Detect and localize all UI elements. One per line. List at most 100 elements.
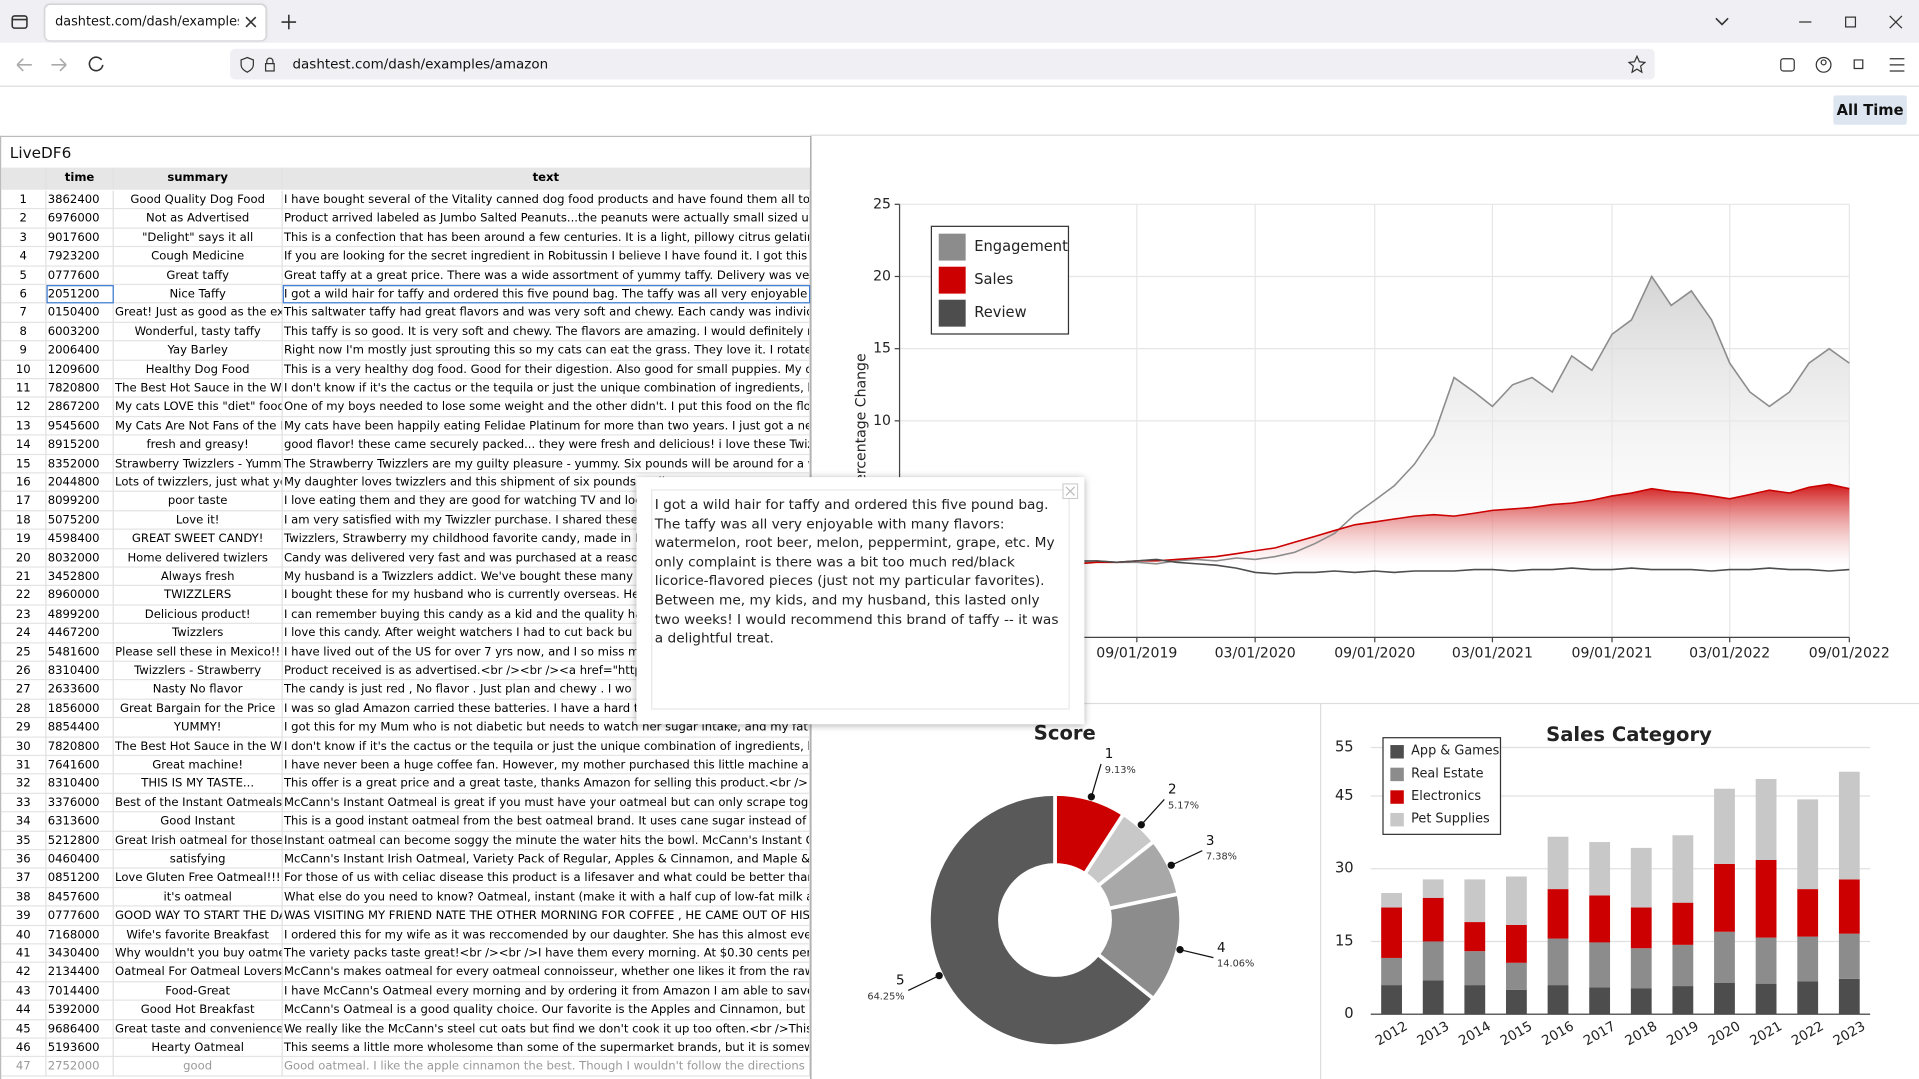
text-cell[interactable]: The Strawberry Twizzlers are my guilty p…	[283, 454, 811, 474]
bar-segment[interactable]	[1589, 895, 1611, 943]
table-row[interactable]: 16 2044800 Lots of twizzlers, just what yo…	[1, 473, 811, 493]
row-index[interactable]: 41	[1, 944, 47, 964]
time-cell[interactable]: 5392000	[47, 1000, 114, 1020]
row-index[interactable]: 6	[1, 285, 47, 304]
row-index[interactable]: 32	[1, 774, 47, 794]
table-row[interactable]: 43 7014400 Food-Great I have McCann's Oatme…	[1, 982, 811, 1001]
table-row[interactable]: 19 4598400 GREAT SWEET CANDY! Twizzlers, St…	[1, 529, 811, 549]
row-index[interactable]: 33	[1, 793, 47, 813]
summary-cell[interactable]: GOOD WAY TO START THE DAY	[114, 906, 283, 926]
legend-label[interactable]: App & Games	[1411, 744, 1499, 759]
row-index[interactable]: 19	[1, 529, 47, 549]
legend-label[interactable]: Electronics	[1411, 789, 1481, 804]
time-cell[interactable]: 7014400	[47, 982, 114, 1001]
table-row[interactable]: 42 2134400 Oatmeal For Oatmeal Lovers McCan…	[1, 963, 811, 983]
row-index[interactable]: 10	[1, 360, 47, 380]
bar-segment[interactable]	[1797, 889, 1819, 937]
text-cell[interactable]: This is a good instant oatmeal from the …	[283, 812, 811, 832]
row-index[interactable]: 14	[1, 435, 47, 455]
table-row[interactable]: 40 7168000 Wife's favorite Breakfast I orde…	[1, 925, 811, 945]
text-cell[interactable]: Great taffy at a great price. There was …	[283, 266, 811, 286]
time-cell[interactable]: 8457600	[47, 887, 114, 907]
time-cell[interactable]: 0150400	[47, 303, 114, 323]
summary-cell[interactable]: satisfying	[114, 850, 283, 870]
summary-cell[interactable]: Twizzlers - Strawberry	[114, 661, 283, 681]
bar-segment[interactable]	[1381, 892, 1402, 908]
time-cell[interactable]: 2006400	[47, 341, 114, 361]
bar-segment[interactable]	[1422, 941, 1444, 981]
bar-segment[interactable]	[1755, 779, 1777, 860]
table-row[interactable]: 22 8960000 TWIZZLERS I bought these for my …	[1, 586, 811, 606]
summary-cell[interactable]: good	[114, 1057, 283, 1077]
table-row[interactable]: 47 2752000 good Good oatmeal. I like the ap…	[1, 1057, 811, 1077]
table-row[interactable]: 44 5392000 Good Hot Breakfast McCann's Oatm…	[1, 1000, 811, 1020]
bar-segment[interactable]	[1422, 897, 1444, 942]
text-cell[interactable]: McCann's Oatmeal is a good quality choic…	[283, 1000, 811, 1020]
time-cell[interactable]: 8352000	[47, 454, 114, 474]
table-row[interactable]: 32 8310400 THIS IS MY TASTE... This offer i…	[1, 774, 811, 794]
tab[interactable]: dashtest.com/dash/examples/amaz	[45, 4, 266, 41]
text-cell[interactable]: I have McCann's Oatmeal every morning an…	[283, 982, 811, 1001]
url-bar[interactable]: dashtest.com/dash/examples/amazon	[230, 48, 1655, 80]
summary-cell[interactable]: Good Hot Breakfast	[114, 1000, 283, 1020]
time-cell[interactable]: 5193600	[47, 1038, 114, 1058]
legend-label[interactable]: Review	[974, 304, 1026, 321]
time-cell[interactable]: 3430400	[47, 944, 114, 964]
bar-segment[interactable]	[1797, 799, 1819, 890]
time-cell[interactable]: 8854400	[47, 718, 114, 738]
summary-cell[interactable]: Love Gluten Free Oatmeal!!!	[114, 869, 283, 888]
table-row[interactable]: 37 0851200 Love Gluten Free Oatmeal!!! For …	[1, 869, 811, 888]
time-cell[interactable]: 9017600	[47, 228, 114, 248]
nav-buttons[interactable]	[12, 55, 110, 75]
legend-label[interactable]: Pet Supplies	[1411, 812, 1490, 827]
summary-cell[interactable]: Best of the Instant Oatmeals	[114, 793, 283, 813]
row-index[interactable]: 35	[1, 831, 47, 851]
summary-cell[interactable]: THIS IS MY TASTE...	[114, 774, 283, 794]
row-index[interactable]: 44	[1, 1000, 47, 1020]
table-row[interactable]: 35 5212800 Great Irish oatmeal for those i…	[1, 831, 811, 851]
text-cell[interactable]: I have bought several of the Vitality ca…	[283, 190, 811, 210]
time-cell[interactable]: 5481600	[47, 643, 114, 662]
row-index[interactable]: 11	[1, 379, 47, 399]
row-index[interactable]: 1	[1, 190, 47, 210]
time-cell[interactable]: 2051200	[46, 285, 114, 304]
table-row[interactable]: 9 2006400 Yay Barley Right now I'm mostly j…	[1, 341, 811, 361]
time-cell[interactable]: 0777600	[47, 266, 114, 286]
summary-cell[interactable]: poor taste	[114, 492, 283, 512]
bar-segment[interactable]	[1630, 948, 1652, 989]
tab-list-icon[interactable]	[10, 12, 30, 32]
summary-cell[interactable]: Good Quality Dog Food	[114, 190, 283, 210]
text-cell[interactable]: We really like the McCann's steel cut oa…	[283, 1019, 811, 1039]
bar-segment[interactable]	[1422, 879, 1444, 898]
table-row[interactable]: 31 7641600 Great machine! I have never been…	[1, 756, 811, 775]
time-cell[interactable]: 0777600	[47, 906, 114, 926]
bar-segment[interactable]	[1755, 983, 1777, 1015]
bar-segment[interactable]	[1464, 922, 1486, 952]
row-index[interactable]: 24	[1, 624, 47, 643]
row-index[interactable]: 2	[1, 209, 47, 229]
text-cell[interactable]: good flavor! these came securely packed.…	[283, 435, 811, 455]
bar-segment[interactable]	[1547, 889, 1569, 939]
bar-segment[interactable]	[1506, 989, 1527, 1015]
table-row[interactable]: 13 9545600 My Cats Are Not Fans of the Ne M…	[1, 416, 811, 436]
summary-cell[interactable]: Not as Advertised	[114, 209, 283, 229]
bar-segment[interactable]	[1381, 957, 1402, 986]
summary-cell[interactable]: "Delight" says it all	[114, 228, 283, 248]
column-header[interactable]: time	[46, 167, 114, 190]
summary-cell[interactable]: Delicious product!	[114, 605, 283, 625]
time-cell[interactable]: 2867200	[47, 398, 114, 417]
time-cell[interactable]: 4899200	[47, 605, 114, 625]
row-index[interactable]: 8	[1, 322, 47, 342]
bar-segment[interactable]	[1714, 982, 1735, 1015]
row-index[interactable]: 30	[1, 737, 47, 757]
summary-cell[interactable]: Yay Barley	[114, 341, 283, 361]
summary-cell[interactable]: it's oatmeal	[114, 887, 283, 907]
summary-cell[interactable]: My Cats Are Not Fans of the Ne	[114, 416, 283, 436]
bar-segment[interactable]	[1672, 835, 1694, 903]
table-row[interactable]: 36 0460400 satisfying McCann's Instant Iris…	[1, 850, 811, 870]
table-row[interactable]: 4 7923200 Cough Medicine If you are looking…	[1, 247, 811, 267]
summary-cell[interactable]: My cats LOVE this "diet" food b	[114, 398, 283, 417]
text-cell[interactable]: My cats have been happily eating Felidae…	[283, 416, 811, 436]
summary-cell[interactable]: Food-Great	[114, 982, 283, 1001]
